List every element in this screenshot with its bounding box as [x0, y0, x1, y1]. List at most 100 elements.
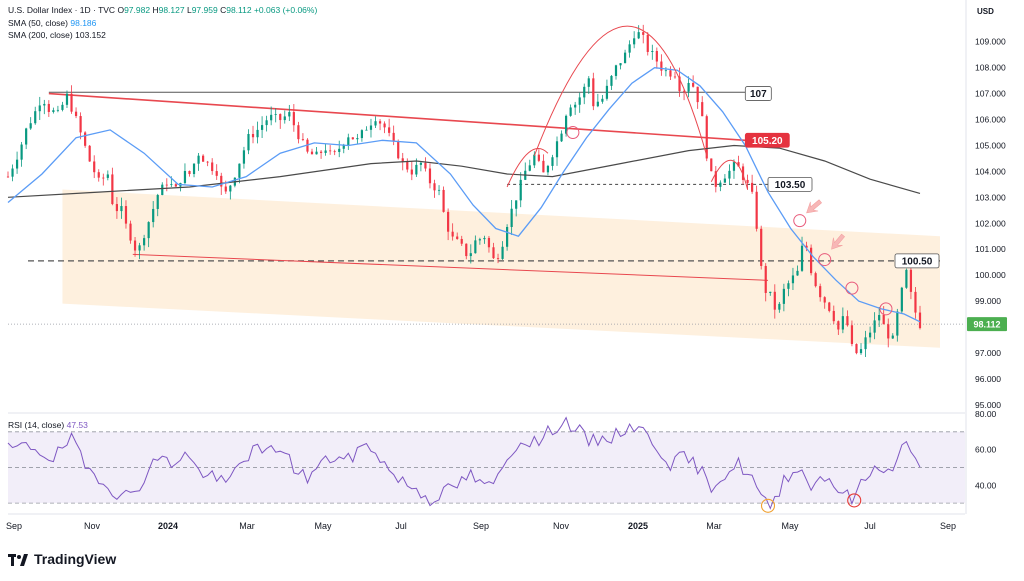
candle [197, 152, 200, 171]
legend-o-label: O [117, 5, 125, 15]
candle-body [79, 116, 82, 133]
legend-o: 97.982 [124, 5, 151, 15]
candle [506, 224, 509, 251]
candle-body [746, 179, 749, 183]
candle-body [483, 237, 486, 240]
candle [347, 133, 350, 150]
candle [460, 235, 463, 246]
candle-body [714, 171, 717, 187]
level-label-text: 105.20 [752, 136, 783, 147]
candle [383, 121, 386, 134]
price-tick: 103.000 [975, 192, 1006, 202]
last-price-tag: 98.112 [967, 317, 1007, 332]
candle-body [905, 269, 908, 288]
candle [687, 76, 690, 98]
tradingview-logo[interactable]: TradingView [8, 551, 116, 567]
candle [633, 31, 636, 49]
candle-body [215, 171, 218, 176]
candle [655, 47, 658, 69]
candle [551, 154, 554, 171]
candle [918, 305, 922, 330]
candle-body [138, 245, 141, 251]
candle [315, 146, 318, 155]
candle-body [587, 78, 590, 87]
candle [256, 121, 259, 144]
candle [188, 170, 191, 177]
candle-body [156, 195, 159, 209]
candle [292, 104, 295, 132]
candle [152, 201, 155, 228]
candle-body [93, 161, 96, 173]
level-label-text: 100.50 [902, 256, 933, 267]
candle [70, 85, 73, 114]
candle [129, 220, 132, 244]
candle-body [918, 312, 922, 329]
candle-body [242, 150, 246, 164]
rsi-tick: 80.00 [975, 409, 997, 419]
candle-body [859, 349, 863, 354]
candle-body [705, 116, 708, 159]
candle-body [460, 238, 463, 244]
candle-body [270, 114, 273, 121]
candle [578, 92, 581, 113]
candle-body [106, 174, 109, 178]
legend-h-label: H [152, 5, 159, 15]
candle-body [419, 162, 422, 165]
candle-body [124, 206, 128, 224]
candle [251, 125, 255, 144]
arc-small [506, 148, 549, 188]
arc-large [533, 25, 708, 157]
candle-body [378, 121, 382, 124]
candle-body [787, 283, 790, 289]
candle [124, 200, 128, 229]
candle-body [533, 154, 536, 166]
candle [592, 72, 595, 111]
candle [642, 24, 645, 44]
arrow-1 [806, 199, 822, 214]
candle-body [614, 65, 618, 76]
price-tick: 95.000 [975, 400, 1001, 410]
legend-sma200-label: SMA (200, close) [8, 30, 73, 40]
touch-circle [566, 125, 580, 139]
candle-body [741, 166, 745, 180]
candle-body [782, 288, 785, 304]
price-tick: 100.000 [975, 270, 1006, 280]
candle-body [660, 61, 663, 71]
candle [38, 96, 41, 120]
candle [723, 174, 726, 183]
legend-c-label: C [220, 5, 227, 15]
candle-body [183, 170, 187, 183]
touch-circle [879, 302, 893, 316]
candle-body [764, 265, 767, 293]
label-103-50: 103.50 [767, 176, 813, 192]
candle [492, 242, 495, 259]
candle [11, 164, 14, 182]
candle [755, 185, 758, 232]
candle [419, 161, 422, 172]
candle-body [496, 258, 500, 259]
time-tick: Jul [395, 521, 407, 531]
candle-body [206, 161, 209, 163]
candle-body [120, 206, 123, 212]
candle [260, 116, 264, 138]
candle [319, 149, 323, 159]
legend-sma200: SMA (200, close) 103.152 [8, 29, 106, 41]
candle [651, 44, 654, 60]
candle [79, 112, 82, 140]
price-tick: 99.000 [975, 296, 1001, 306]
legend-h: 98.127 [158, 5, 185, 15]
candle-body [34, 111, 37, 124]
sma200-line [7, 144, 921, 198]
candle-body [374, 121, 377, 126]
candle [850, 320, 854, 347]
candle [909, 262, 913, 300]
candle [905, 268, 908, 289]
candle [519, 172, 522, 208]
candle-body [238, 163, 241, 178]
candle-body [623, 52, 627, 64]
candle [660, 54, 663, 76]
rsi-line [7, 416, 921, 510]
legend-change: +0.063 (+0.06%) [253, 5, 318, 15]
candle [310, 148, 314, 155]
